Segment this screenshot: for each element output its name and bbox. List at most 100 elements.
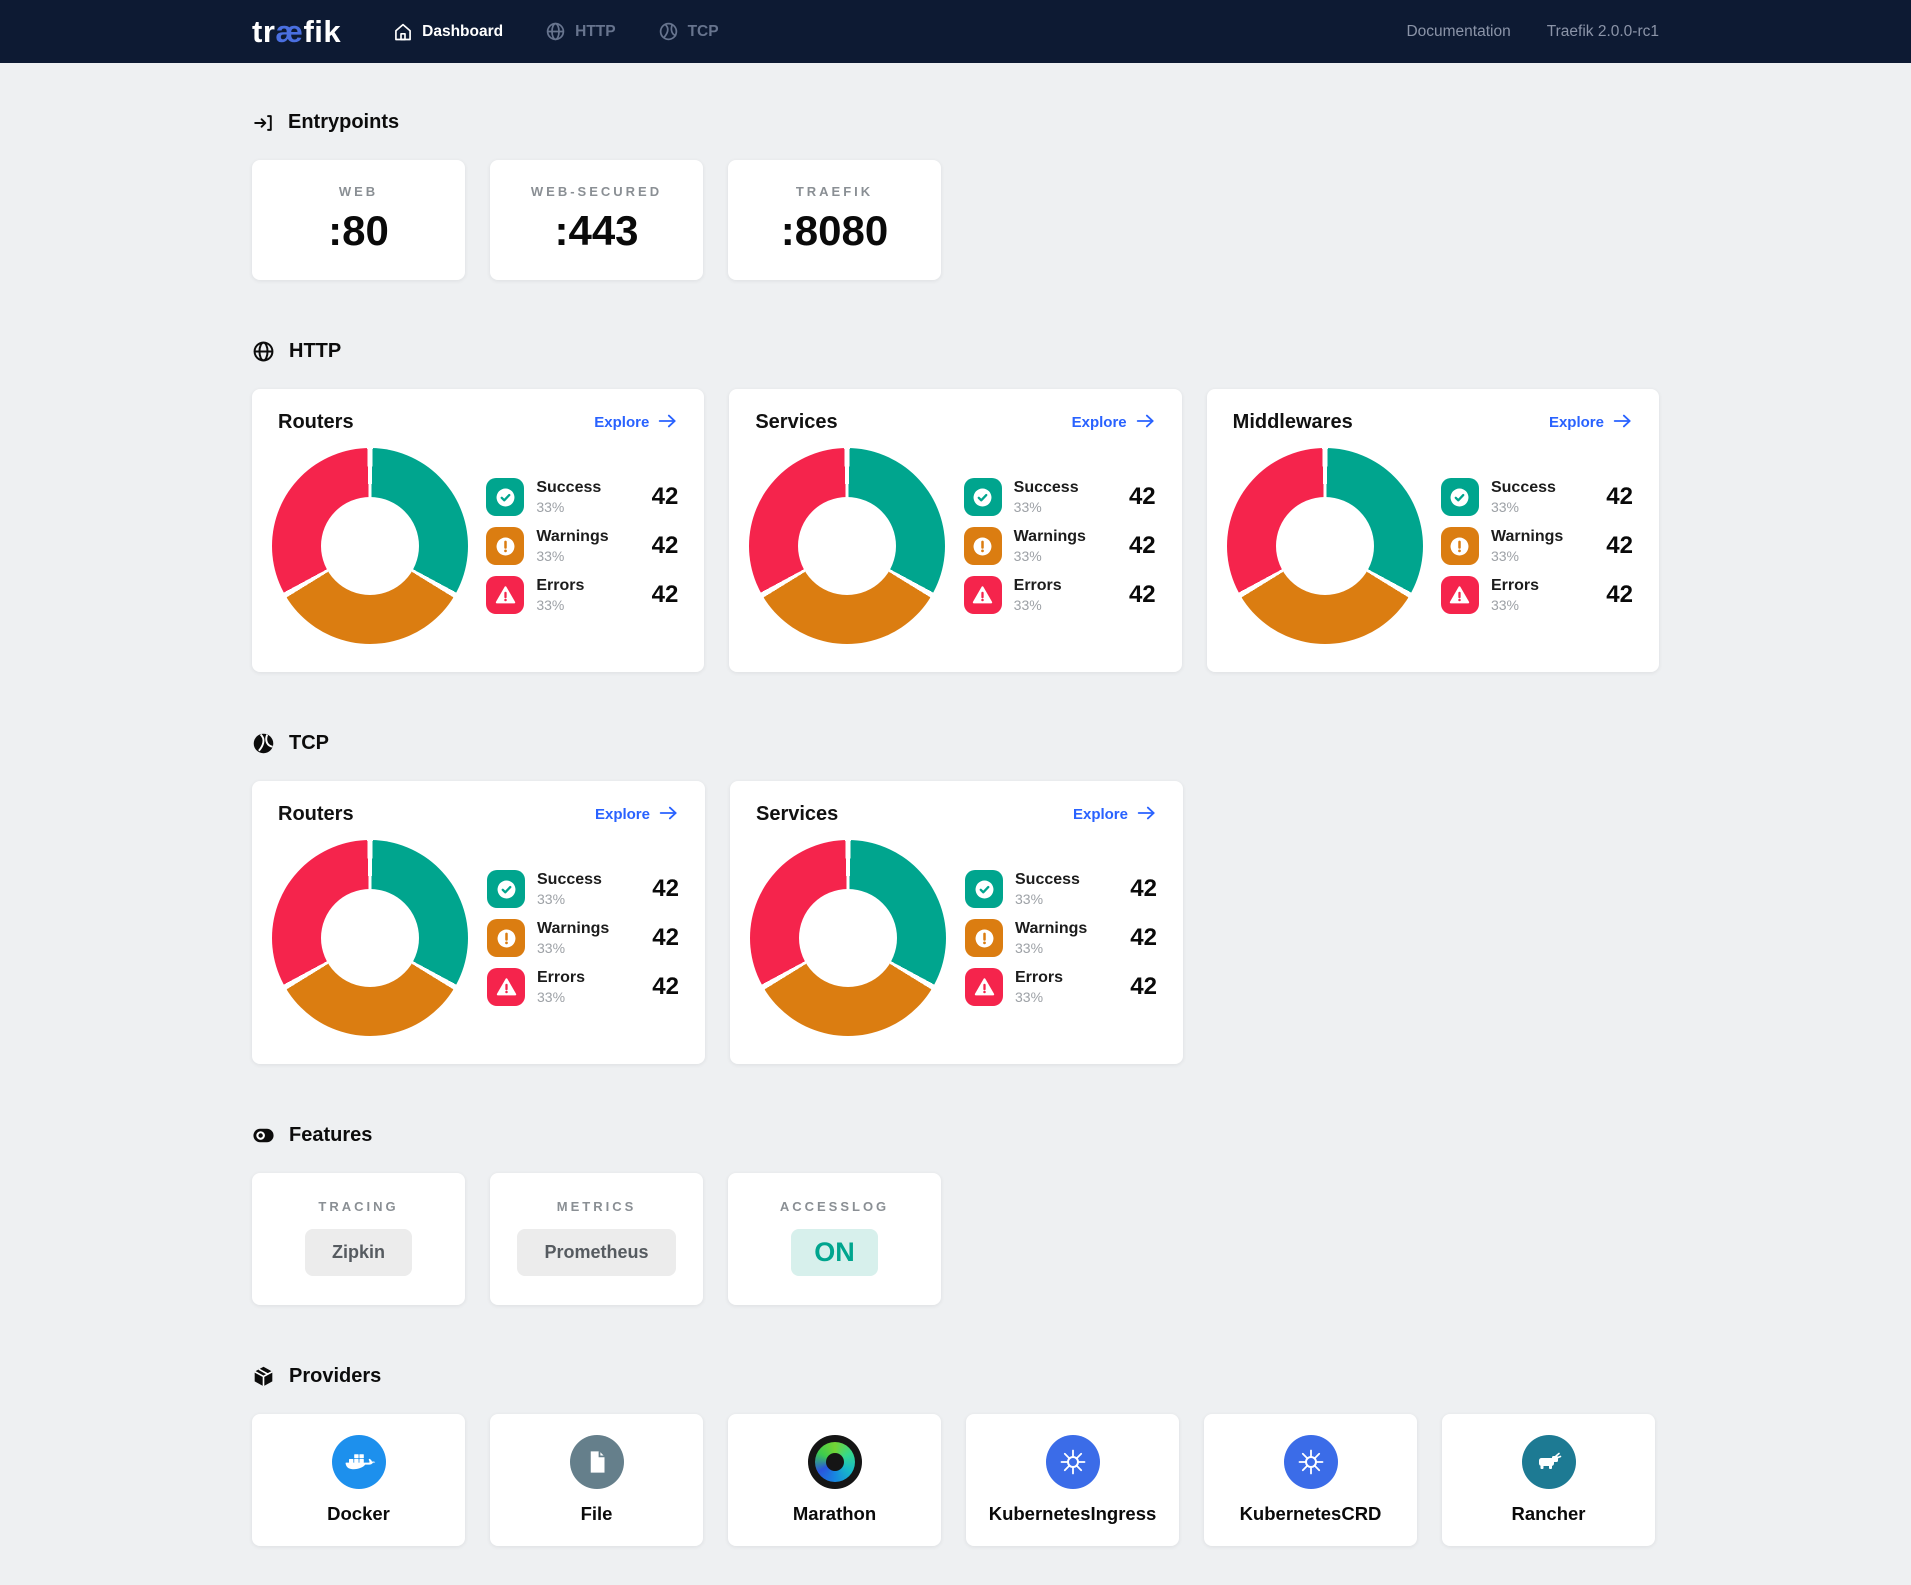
entrypoint-card-traefik: TRAEFIK :8080 bbox=[728, 160, 941, 280]
alert-circle-icon bbox=[486, 527, 525, 565]
legend-row-errors: Errors 33% 42 bbox=[1440, 576, 1633, 614]
kubernetes-icon bbox=[1045, 1435, 1100, 1489]
legend-value: 42 bbox=[1606, 581, 1633, 608]
log-in-icon bbox=[252, 112, 274, 134]
legend-percent: 33% bbox=[536, 548, 565, 565]
legend-label: Success bbox=[537, 870, 602, 888]
nav-label: Dashboard bbox=[422, 22, 504, 40]
legend-row-errors: Errors 33% 42 bbox=[963, 576, 1156, 614]
legend-value: 42 bbox=[1128, 532, 1156, 559]
arrow-right-icon bbox=[1136, 413, 1156, 433]
explore-link[interactable]: Explore bbox=[595, 805, 679, 825]
legend-value: 42 bbox=[1606, 483, 1633, 510]
legend-row-warnings: Warnings 33% 42 bbox=[965, 919, 1157, 957]
tcp-icon bbox=[658, 21, 679, 42]
explore-link[interactable]: Explore bbox=[594, 413, 678, 433]
provider-name: Rancher bbox=[1511, 1503, 1586, 1524]
providers-section-heading: Providers bbox=[252, 1365, 1659, 1388]
globe-icon bbox=[545, 21, 566, 42]
nav-item-http[interactable]: HTTP bbox=[545, 21, 616, 42]
legend-value: 42 bbox=[651, 483, 679, 510]
legend-percent: 33% bbox=[1015, 891, 1044, 908]
entrypoint-port: :443 bbox=[554, 207, 639, 254]
features-section-heading: Features bbox=[252, 1124, 1659, 1147]
provider-card-rancher: Rancher bbox=[1442, 1414, 1655, 1546]
tcp-routers-card: Routers Explore Success 33% 42 Warn bbox=[252, 781, 705, 1064]
donut-chart bbox=[749, 448, 946, 644]
legend-row-warnings: Warnings 33% 42 bbox=[1440, 527, 1633, 565]
explore-link[interactable]: Explore bbox=[1072, 413, 1156, 433]
alert-triangle-icon bbox=[487, 968, 525, 1006]
explore-label: Explore bbox=[1072, 806, 1128, 823]
alert-triangle-icon bbox=[965, 968, 1003, 1006]
legend-row-success: Success 33% 42 bbox=[965, 870, 1157, 908]
entrypoint-port: :80 bbox=[328, 207, 389, 254]
logo-text-2: fik bbox=[303, 13, 342, 49]
legend-row-success: Success 33% 42 bbox=[487, 870, 679, 908]
top-navbar: træfik Dashboard HTTP TCP bbox=[0, 0, 1911, 63]
legend-label: Success bbox=[1490, 478, 1556, 496]
documentation-link[interactable]: Documentation bbox=[1406, 22, 1511, 40]
legend-row-success: Success 33% 42 bbox=[963, 478, 1156, 516]
card-title: Services bbox=[756, 803, 839, 825]
card-title: Routers bbox=[278, 803, 354, 825]
legend-label: Warnings bbox=[536, 527, 609, 545]
provider-card-kubernetes-ingress: KubernetesIngress bbox=[966, 1414, 1179, 1546]
legend-label: Success bbox=[1015, 870, 1080, 888]
nav-item-tcp[interactable]: TCP bbox=[658, 21, 719, 42]
donut-chart bbox=[750, 840, 946, 1036]
tcp-cards: Routers Explore Success 33% 42 Warn bbox=[252, 781, 1659, 1064]
arrow-right-icon bbox=[1613, 413, 1633, 433]
explore-label: Explore bbox=[1071, 414, 1127, 431]
legend-percent: 33% bbox=[1013, 499, 1042, 516]
legend-percent: 33% bbox=[537, 940, 566, 957]
legend-label: Success bbox=[1013, 478, 1079, 496]
legend-label: Warnings bbox=[1013, 527, 1086, 545]
explore-label: Explore bbox=[594, 806, 650, 823]
http-section-heading: HTTP bbox=[252, 340, 1659, 363]
nav-right: Documentation Traefik 2.0.0-rc1 bbox=[1406, 23, 1659, 41]
explore-link[interactable]: Explore bbox=[1073, 805, 1157, 825]
legend-row-warnings: Warnings 33% 42 bbox=[487, 919, 679, 957]
home-icon bbox=[393, 22, 413, 42]
provider-card-docker: Docker bbox=[252, 1414, 465, 1546]
check-circle-icon bbox=[965, 870, 1003, 908]
entrypoints-cards: WEB :80 WEB-SECURED :443 TRAEFIK :8080 bbox=[252, 160, 1659, 280]
nav-label: TCP bbox=[687, 22, 719, 40]
legend-label: Warnings bbox=[1490, 527, 1564, 545]
traefik-logo: træfik bbox=[252, 14, 341, 50]
legend-percent: 33% bbox=[1013, 548, 1042, 565]
legend-row-warnings: Warnings 33% 42 bbox=[963, 527, 1156, 565]
chart-legend: Success 33% 42 Warnings 33% 42 Errors 33% 4… bbox=[487, 870, 679, 1006]
legend-row-success: Success 33% 42 bbox=[486, 478, 678, 516]
providers-cards: Docker File Marathon KubernetesIngress K… bbox=[252, 1414, 1659, 1546]
legend-value: 42 bbox=[1128, 581, 1156, 608]
donut-chart bbox=[1226, 448, 1423, 644]
section-title: HTTP bbox=[289, 340, 342, 362]
http-services-card: Services Explore Success 33% 42 War bbox=[729, 389, 1182, 672]
feature-name: TRACING bbox=[318, 1199, 399, 1214]
arrow-right-icon bbox=[1137, 805, 1157, 825]
legend-label: Errors bbox=[536, 576, 585, 594]
legend-value: 42 bbox=[651, 581, 679, 608]
provider-name: KubernetesIngress bbox=[988, 1503, 1157, 1524]
feature-name: METRICS bbox=[556, 1199, 637, 1214]
explore-link[interactable]: Explore bbox=[1549, 413, 1633, 433]
feature-name: ACCESSLOG bbox=[779, 1199, 890, 1214]
nav-item-dashboard[interactable]: Dashboard bbox=[393, 22, 503, 42]
entrypoint-name: WEB-SECURED bbox=[530, 184, 663, 199]
feature-value-badge: Zipkin bbox=[305, 1229, 412, 1276]
legend-percent: 33% bbox=[536, 597, 565, 614]
feature-card-tracing: TRACING Zipkin bbox=[252, 1173, 465, 1305]
package-cube-icon bbox=[252, 1365, 275, 1388]
legend-percent: 33% bbox=[537, 891, 566, 908]
http-cards: Routers Explore Success 33% 42 Warn bbox=[252, 389, 1659, 672]
provider-name: File bbox=[580, 1503, 613, 1524]
features-cards: TRACING Zipkin METRICS Prometheus ACCESS… bbox=[252, 1173, 1659, 1305]
rancher-icon bbox=[1521, 1435, 1576, 1489]
legend-value: 42 bbox=[651, 532, 679, 559]
legend-row-errors: Errors 33% 42 bbox=[486, 576, 678, 614]
section-title: Entrypoints bbox=[288, 111, 400, 133]
entrypoint-port: :8080 bbox=[780, 207, 889, 254]
http-routers-card: Routers Explore Success 33% 42 Warn bbox=[252, 389, 705, 672]
